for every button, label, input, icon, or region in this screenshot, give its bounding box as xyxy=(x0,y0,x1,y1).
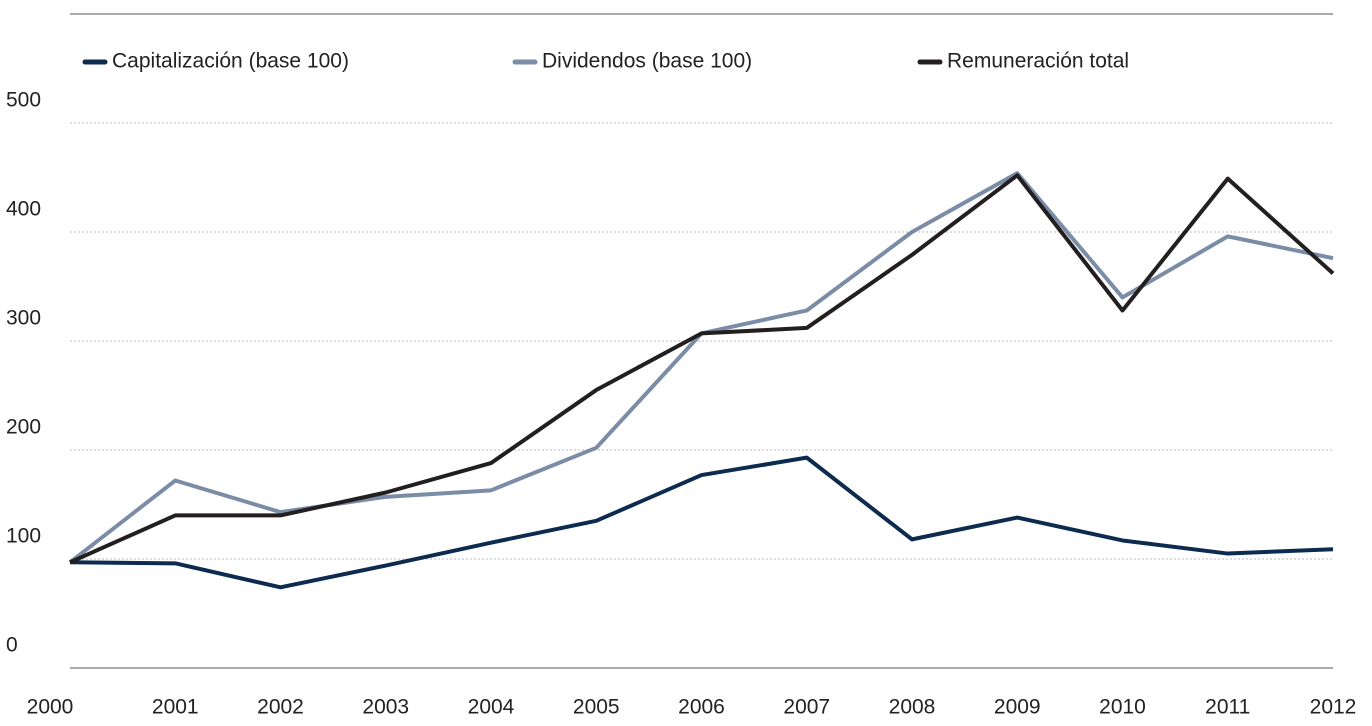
x-tick-label: 2004 xyxy=(468,696,515,719)
legend-label: Dividendos (base 100) xyxy=(542,50,752,73)
x-tick-label: 2000 xyxy=(27,696,74,719)
x-tick-label: 2008 xyxy=(889,696,936,719)
y-tick-label: 400 xyxy=(6,198,41,221)
legend-label: Capitalización (base 100) xyxy=(112,50,349,73)
y-tick-label: 0 xyxy=(6,634,18,657)
series-line xyxy=(69,173,1335,565)
x-tick-label: 2005 xyxy=(573,696,620,719)
y-tick-label: 500 xyxy=(6,89,41,112)
x-tick-label: 2006 xyxy=(678,696,725,719)
y-tick-label: 200 xyxy=(6,416,41,439)
x-tick-label: 2011 xyxy=(1205,696,1250,719)
x-tick-label: 2010 xyxy=(1099,696,1146,719)
x-tick-label: 2003 xyxy=(362,696,409,719)
y-tick-label: 600 xyxy=(6,0,41,3)
x-tick-label: 2007 xyxy=(783,696,830,719)
y-tick-label: 300 xyxy=(6,307,41,330)
legend-label: Remuneración total xyxy=(947,50,1129,73)
x-tick-label: 2002 xyxy=(257,696,304,719)
x-tick-label: 2001 xyxy=(152,696,199,719)
x-tick-label: 2012 xyxy=(1310,696,1357,719)
y-tick-label: 100 xyxy=(6,525,41,548)
x-tick-label: 2009 xyxy=(994,696,1041,719)
series-line xyxy=(69,455,1334,590)
